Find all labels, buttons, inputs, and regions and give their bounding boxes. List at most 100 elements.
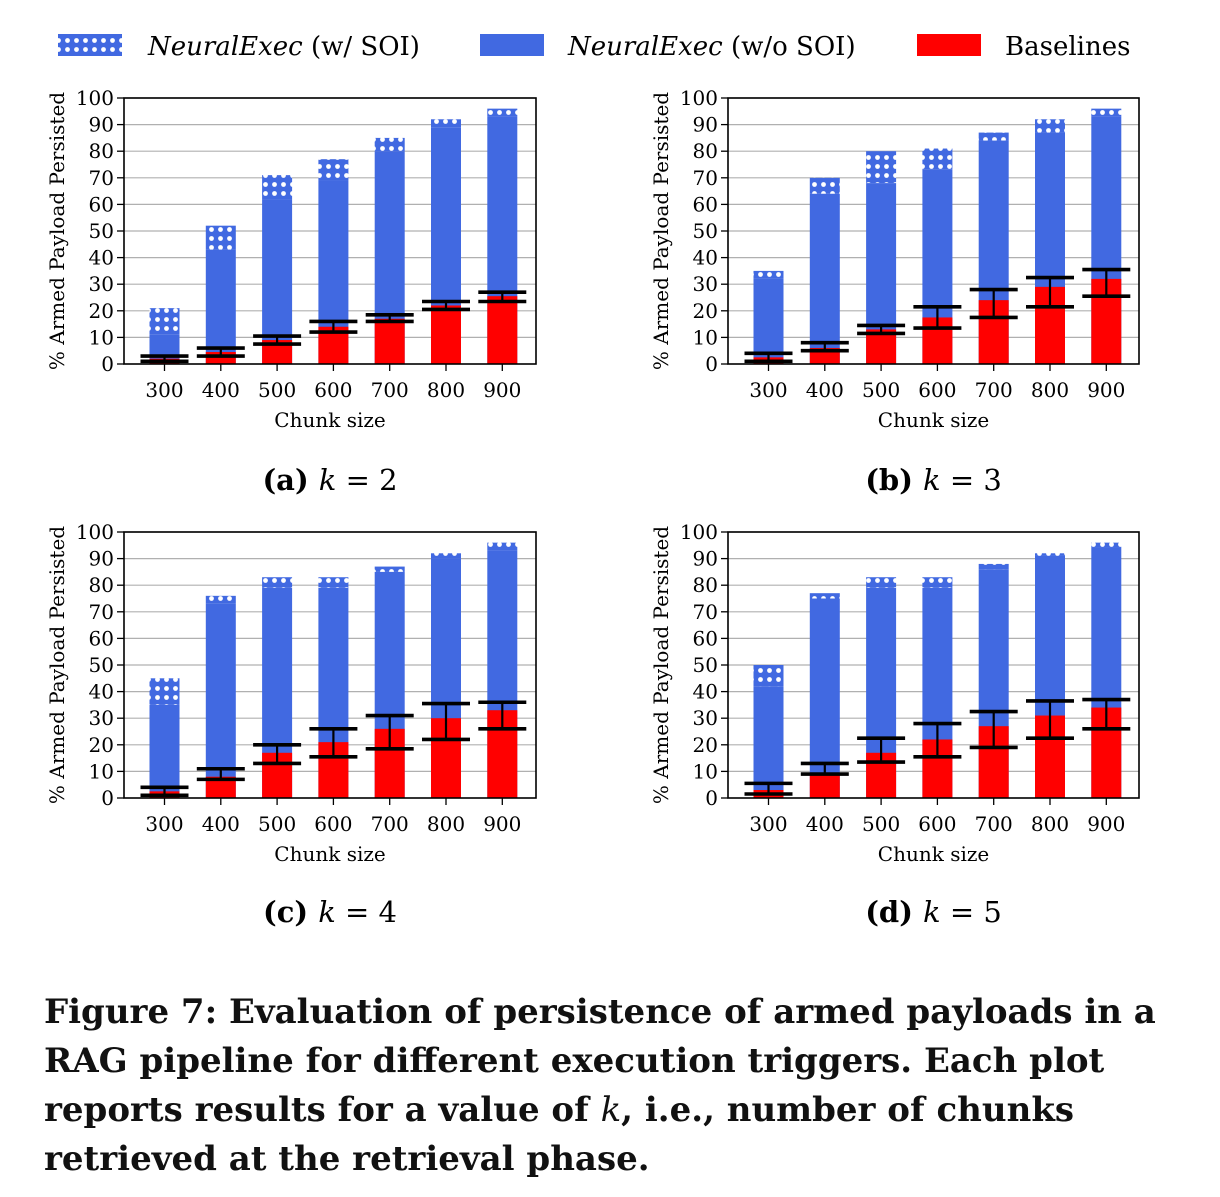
y-tick-label: 30 — [89, 272, 114, 296]
bar-w-soi — [1035, 119, 1065, 133]
bar-w-soi — [318, 159, 349, 181]
bar-baseline — [205, 352, 236, 364]
bar-w-soi — [809, 177, 840, 194]
y-tick-label: 30 — [89, 706, 114, 730]
x-tick-label: 400 — [806, 812, 844, 836]
x-tick-label: 700 — [975, 812, 1013, 836]
x-tick-label: 800 — [1031, 812, 1069, 836]
y-axis-label: % Armed Payload Persisted — [45, 92, 69, 370]
bar-w-soi — [487, 108, 518, 117]
y-tick-label: 70 — [693, 600, 718, 624]
x-tick-label: 800 — [427, 378, 465, 402]
bar-baseline — [431, 305, 461, 364]
x-tick-label: 300 — [749, 812, 787, 836]
axes-frame — [727, 531, 1140, 799]
y-tick-label: 60 — [693, 626, 718, 650]
x-tick-label: 500 — [862, 812, 900, 836]
y-tick-label: 100 — [76, 520, 114, 544]
y-tick-label: 20 — [89, 299, 114, 323]
x-axis-label: Chunk size — [878, 408, 989, 432]
legend-label-1: NeuralExec (w/o SOI) — [567, 32, 856, 62]
bar-wo-soi — [205, 603, 236, 798]
x-tick-label: 400 — [806, 378, 844, 402]
x-tick-label: 500 — [862, 378, 900, 402]
y-tick-label: 0 — [101, 786, 114, 810]
x-tick-label: 600 — [918, 812, 956, 836]
legend-swatch-1 — [480, 34, 544, 56]
bar-w-soi — [318, 577, 349, 588]
y-tick-label: 70 — [693, 166, 718, 190]
x-tick-label: 900 — [483, 812, 521, 836]
x-tick-label: 700 — [371, 378, 409, 402]
x-tick-label: 500 — [258, 812, 296, 836]
y-tick-label: 0 — [101, 352, 114, 376]
y-tick-label: 60 — [693, 192, 718, 216]
y-tick-label: 20 — [89, 733, 114, 757]
bar-baseline — [809, 774, 840, 798]
bar-w-soi — [978, 132, 1009, 141]
bar-wo-soi — [149, 704, 180, 798]
caption-text-2: , i.e., number of chunks retrieved at th… — [44, 1090, 1075, 1179]
y-tick-label: 80 — [693, 573, 718, 597]
bar-w-soi — [431, 119, 461, 128]
y-axis-label: % Armed Payload Persisted — [649, 526, 673, 804]
bar-baseline — [374, 318, 405, 364]
axes-frame — [123, 97, 537, 365]
y-tick-label: 0 — [705, 786, 718, 810]
y-axis-label: % Armed Payload Persisted — [45, 526, 69, 804]
figure-caption: Figure 7: Evaluation of persistence of a… — [44, 988, 1174, 1184]
bar-w-soi — [866, 577, 897, 588]
bar-baseline — [262, 340, 293, 364]
legend-swatch-2 — [917, 34, 981, 56]
y-tick-label: 100 — [76, 86, 114, 110]
x-tick-label: 400 — [202, 378, 240, 402]
y-tick-label: 30 — [693, 706, 718, 730]
axes-frame — [727, 97, 1140, 365]
x-tick-label: 500 — [258, 378, 296, 402]
bar-wo-soi — [753, 278, 784, 364]
y-tick-label: 90 — [693, 547, 718, 571]
x-tick-label: 800 — [427, 812, 465, 836]
y-tick-label: 100 — [680, 520, 718, 544]
x-tick-label: 600 — [918, 378, 956, 402]
subcaption: (d) k = 5 — [865, 895, 1002, 929]
y-tick-label: 90 — [693, 113, 718, 137]
x-tick-label: 900 — [483, 378, 521, 402]
bar-w-soi — [753, 270, 784, 279]
bar-w-soi — [753, 665, 784, 687]
y-tick-label: 40 — [89, 246, 114, 270]
bar-w-soi — [1035, 553, 1065, 556]
figure: NeuralExec (w/ SOI) NeuralExec (w/o SOI) B… — [45, 32, 1140, 929]
bar-w-soi — [149, 308, 180, 335]
bar-w-soi — [262, 175, 293, 200]
subcaption: (b) k = 3 — [865, 463, 1002, 497]
bar-w-soi — [205, 225, 236, 250]
y-tick-label: 50 — [693, 653, 718, 677]
y-tick-label: 30 — [693, 272, 718, 296]
bar-w-soi — [431, 553, 461, 559]
y-tick-label: 50 — [89, 653, 114, 677]
bar-w-soi — [1091, 108, 1122, 117]
legend-label-0: NeuralExec (w/ SOI) — [147, 32, 420, 62]
bar-baseline — [205, 776, 236, 798]
subcaption: (c) k = 4 — [263, 895, 397, 929]
x-tick-label: 600 — [314, 812, 352, 836]
legend-swatch-0 — [58, 34, 122, 56]
y-tick-label: 100 — [680, 86, 718, 110]
y-tick-label: 70 — [89, 166, 114, 190]
bar-w-soi — [262, 577, 293, 588]
y-tick-label: 80 — [693, 139, 718, 163]
y-axis-label: % Armed Payload Persisted — [649, 92, 673, 370]
y-tick-label: 40 — [693, 680, 718, 704]
y-tick-label: 0 — [705, 352, 718, 376]
bar-w-soi — [922, 148, 953, 170]
bar-w-soi — [866, 151, 897, 184]
x-tick-label: 300 — [145, 812, 183, 836]
y-tick-label: 10 — [693, 325, 718, 349]
bar-wo-soi — [809, 193, 840, 364]
bar-w-soi — [374, 566, 405, 572]
